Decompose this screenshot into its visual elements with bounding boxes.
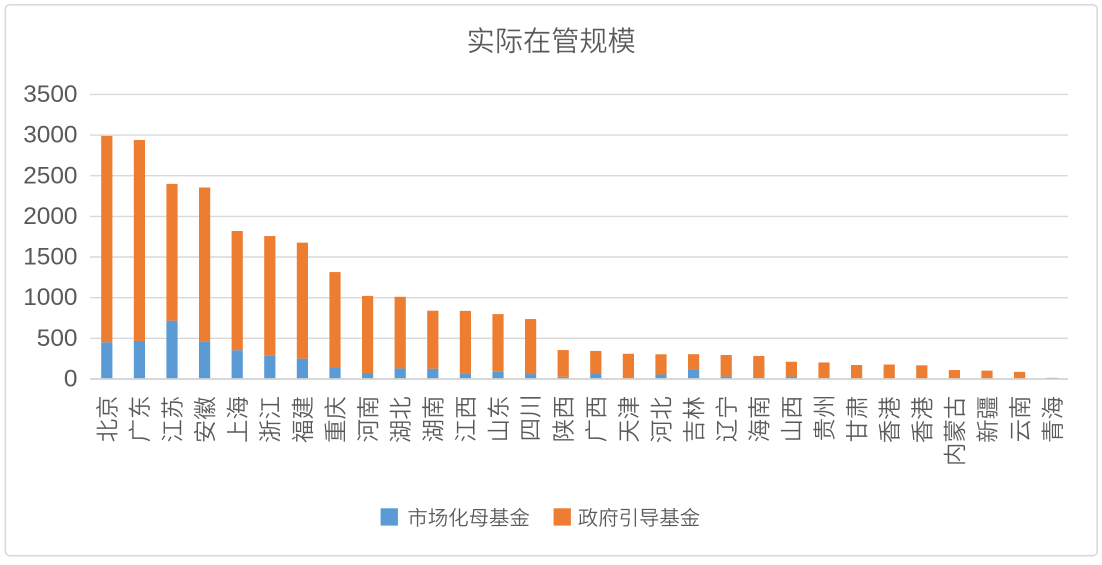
svg-text:3000: 3000 [23,122,77,149]
svg-text:1500: 1500 [23,244,77,271]
svg-text:1000: 1000 [23,284,77,311]
svg-text:2500: 2500 [23,162,77,189]
svg-text:0: 0 [64,366,78,393]
svg-text:500: 500 [37,325,78,352]
svg-text:3500: 3500 [23,81,77,108]
svg-text:2000: 2000 [23,203,77,230]
